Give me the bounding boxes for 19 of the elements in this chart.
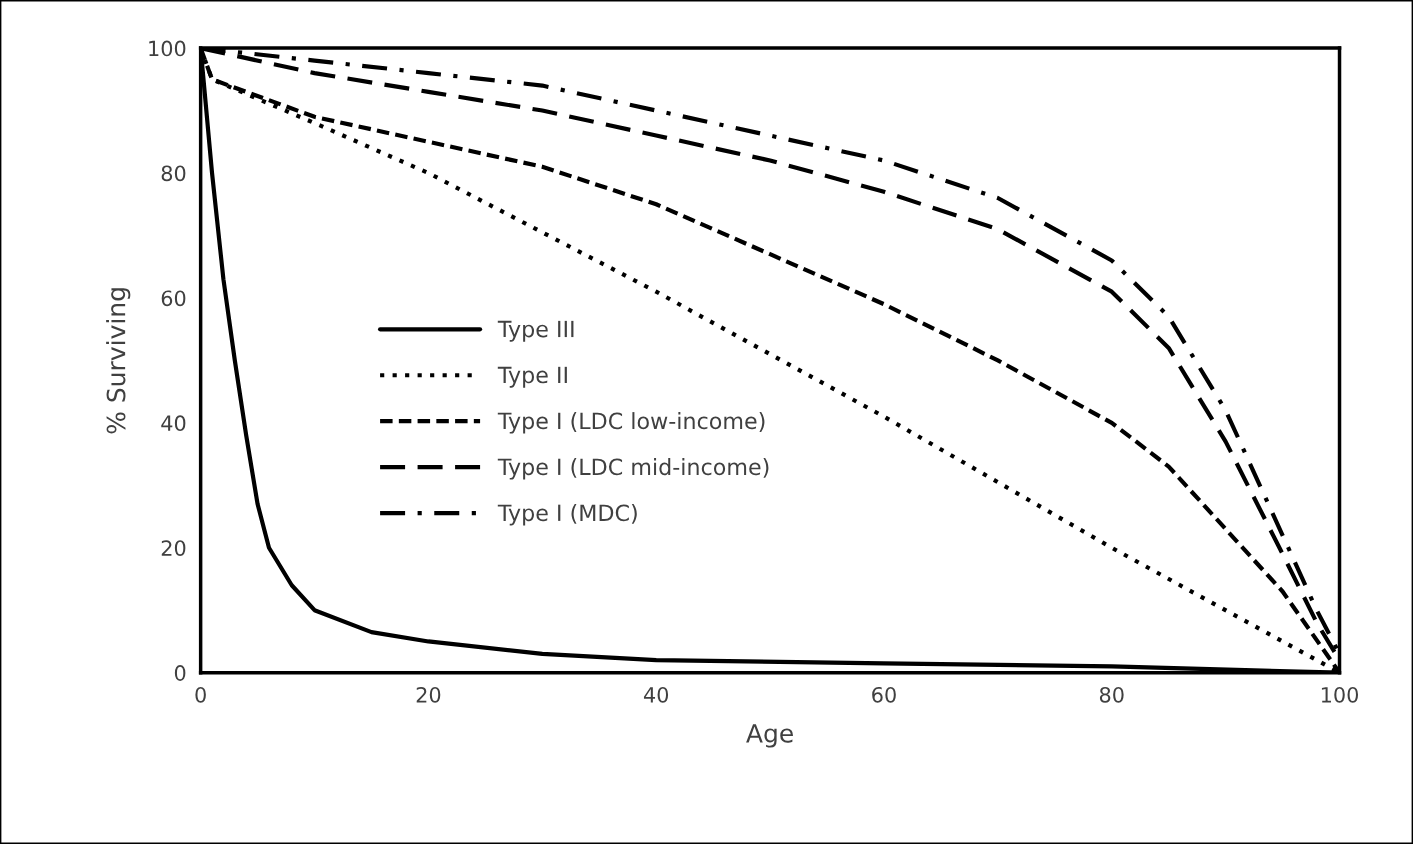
legend-label: Type I (MDC) [497, 504, 637, 526]
legend-label: Type III [497, 320, 574, 342]
x-tick-label: 100 [1321, 686, 1359, 703]
y-tick-label: 80 [161, 165, 186, 182]
x-axis-title: Age [746, 724, 793, 748]
y-tick-label: 20 [161, 540, 186, 556]
x-tick-label: 0 [195, 686, 206, 703]
y-tick-label: 60 [161, 290, 186, 307]
y-axis-title: % Surviving [106, 288, 131, 434]
x-tick-label: 40 [643, 686, 669, 703]
y-tick-label: 0 [174, 665, 186, 681]
x-tick-label: 80 [1099, 686, 1124, 703]
y-tick-label: 40 [161, 415, 186, 432]
legend-label: Type I (LDC mid-income) [497, 458, 769, 480]
x-tick-label: 20 [416, 686, 441, 703]
y-tick-label: 100 [149, 40, 186, 57]
legend-label: Type II [497, 366, 567, 388]
legend-label: Type I (LDC low-income) [497, 412, 765, 434]
x-tick-label: 60 [872, 686, 896, 703]
